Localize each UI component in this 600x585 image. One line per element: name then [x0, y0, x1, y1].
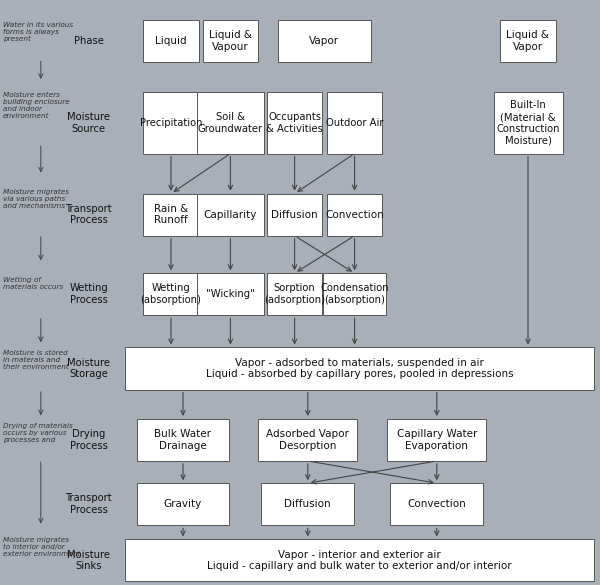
Text: Capillary Water
Evaporation: Capillary Water Evaporation	[397, 429, 477, 450]
Text: Wetting of
materials occurs: Wetting of materials occurs	[3, 277, 63, 290]
Text: Outdoor Air: Outdoor Air	[326, 118, 383, 128]
Text: Water in its various
forms is always
present: Water in its various forms is always pre…	[3, 22, 73, 42]
Text: "Wicking": "Wicking"	[206, 289, 255, 300]
Text: Moisture
Storage: Moisture Storage	[67, 358, 110, 379]
Text: Convection: Convection	[407, 499, 466, 510]
Text: Liquid &
Vapor: Liquid & Vapor	[506, 30, 550, 51]
Text: Occupants
& Activities: Occupants & Activities	[266, 112, 323, 133]
Text: Moisture migrates
via various paths
and mechanisms: Moisture migrates via various paths and …	[3, 189, 69, 209]
Text: Liquid: Liquid	[155, 36, 187, 46]
FancyBboxPatch shape	[327, 92, 382, 153]
Text: Convection: Convection	[325, 209, 384, 220]
Text: Built-In
(Material &
Construction
Moisture): Built-In (Material & Construction Moistu…	[496, 101, 560, 145]
Text: Drying of materials
occurs by various
processes and: Drying of materials occurs by various pr…	[3, 423, 73, 443]
Text: Vapor - adsorbed to materials, suspended in air
Liquid - absorbed by capillary p: Vapor - adsorbed to materials, suspended…	[206, 358, 513, 379]
FancyBboxPatch shape	[143, 194, 199, 236]
FancyBboxPatch shape	[390, 483, 484, 525]
Text: Gravity: Gravity	[164, 499, 202, 510]
FancyBboxPatch shape	[267, 194, 322, 236]
Text: Adsorbed Vapor
Desorption: Adsorbed Vapor Desorption	[266, 429, 349, 450]
Text: Sorption
(adsorption): Sorption (adsorption)	[264, 284, 325, 305]
FancyBboxPatch shape	[493, 92, 563, 153]
FancyBboxPatch shape	[197, 194, 264, 236]
FancyBboxPatch shape	[197, 92, 264, 153]
Text: Wetting
Process: Wetting Process	[70, 284, 108, 305]
FancyBboxPatch shape	[262, 483, 354, 525]
Text: Moisture migrates
to interior and/or
exterior environment: Moisture migrates to interior and/or ext…	[3, 537, 80, 557]
FancyBboxPatch shape	[137, 483, 229, 525]
Text: Transport
Process: Transport Process	[65, 204, 112, 225]
Text: Moisture
Sinks: Moisture Sinks	[67, 550, 110, 571]
FancyBboxPatch shape	[125, 347, 594, 390]
Text: Liquid &
Vapour: Liquid & Vapour	[209, 30, 252, 51]
Text: Capillarity: Capillarity	[204, 209, 257, 220]
FancyBboxPatch shape	[323, 273, 386, 315]
Text: Phase: Phase	[74, 36, 104, 46]
FancyBboxPatch shape	[125, 539, 594, 581]
FancyBboxPatch shape	[143, 92, 199, 153]
Text: Precipitation: Precipitation	[140, 118, 202, 128]
Text: Soil &
Groundwater: Soil & Groundwater	[198, 112, 263, 133]
FancyBboxPatch shape	[143, 20, 199, 62]
Text: Transport
Process: Transport Process	[65, 494, 112, 515]
FancyBboxPatch shape	[197, 273, 264, 315]
FancyBboxPatch shape	[267, 273, 322, 315]
Text: Diffusion: Diffusion	[271, 209, 318, 220]
FancyBboxPatch shape	[143, 273, 199, 315]
Text: Condensation
(absorption): Condensation (absorption)	[320, 284, 389, 305]
FancyBboxPatch shape	[259, 419, 358, 461]
Text: Bulk Water
Drainage: Bulk Water Drainage	[155, 429, 212, 450]
Text: Vapor - interior and exterior air
Liquid - capillary and bulk water to exterior : Vapor - interior and exterior air Liquid…	[207, 550, 512, 571]
Text: Wetting
(absorption): Wetting (absorption)	[140, 284, 202, 305]
Text: Moisture
Source: Moisture Source	[67, 112, 110, 133]
Text: Drying
Process: Drying Process	[70, 429, 108, 450]
Text: Rain &
Runoff: Rain & Runoff	[154, 204, 188, 225]
FancyBboxPatch shape	[388, 419, 487, 461]
FancyBboxPatch shape	[500, 20, 556, 62]
FancyBboxPatch shape	[203, 20, 258, 62]
Text: Diffusion: Diffusion	[284, 499, 331, 510]
Text: Moisture is stored
in materals and
their environment: Moisture is stored in materals and their…	[3, 350, 69, 370]
Text: Vapor: Vapor	[309, 36, 339, 46]
FancyBboxPatch shape	[267, 92, 322, 153]
FancyBboxPatch shape	[327, 194, 382, 236]
FancyBboxPatch shape	[277, 20, 371, 62]
FancyBboxPatch shape	[137, 419, 229, 461]
Text: Moisture enters
building enclosure
and indoor
environment: Moisture enters building enclosure and i…	[3, 92, 70, 119]
